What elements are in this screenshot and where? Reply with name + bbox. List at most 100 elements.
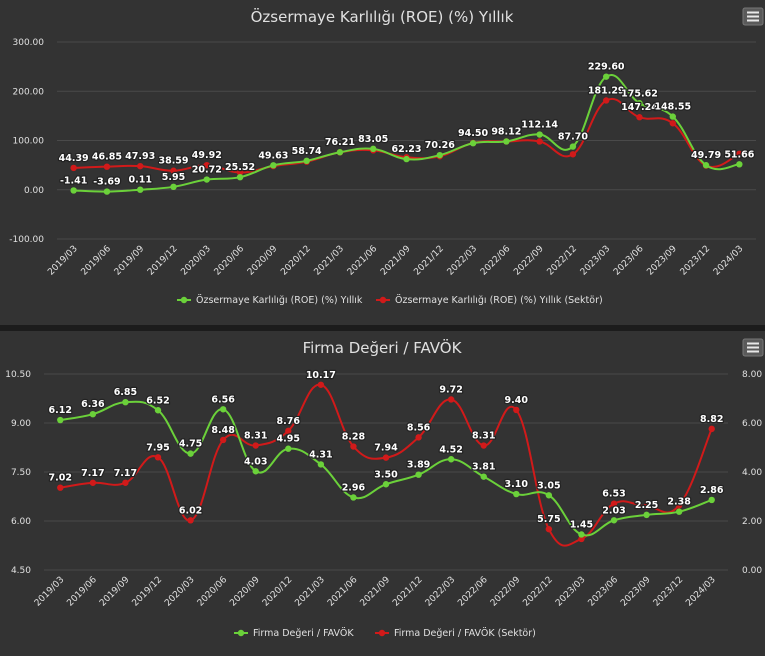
x-tick-label: 2021/12 (412, 244, 446, 278)
data-point (317, 461, 325, 468)
data-point (603, 73, 610, 80)
data-point (137, 162, 144, 170)
legend-item[interactable]: Firma Değeri / FAVÖK (234, 628, 354, 639)
x-tick-label: 2020/06 (196, 575, 230, 609)
data-label: 47.93 (125, 151, 155, 162)
y-tick-label: 4.50 (11, 566, 31, 576)
x-tick-label: 2023/12 (679, 244, 713, 278)
data-label: 6.36 (81, 399, 105, 410)
data-label: 175.62 (621, 88, 658, 99)
x-tick-label: 2022/06 (456, 575, 490, 609)
x-tick-label: 2022/03 (424, 575, 458, 609)
data-point (436, 151, 443, 159)
data-point (536, 138, 543, 145)
data-point (578, 531, 585, 538)
data-label: 87.70 (558, 132, 588, 143)
data-label: 38.59 (158, 156, 188, 167)
data-label: 98.12 (491, 126, 521, 137)
data-point (252, 442, 259, 449)
x-tick-label: 2021/09 (379, 244, 413, 278)
legend-item[interactable]: Firma Değeri / FAVÖK (Sektör) (375, 628, 536, 639)
data-point (236, 169, 244, 176)
data-label: 62.23 (391, 144, 421, 155)
legend-item[interactable]: Özsermaye Karlılığı (ROE) (%) Yıllık (Se… (376, 295, 603, 306)
data-label: 6.12 (49, 405, 72, 416)
data-label: 7.02 (49, 473, 72, 484)
data-label: 5.95 (162, 172, 185, 183)
data-point (447, 456, 455, 463)
x-tick-label: 2019/12 (146, 244, 180, 278)
data-label: 8.48 (211, 425, 235, 436)
x-tick-label: 2024/03 (712, 244, 746, 278)
legend-item[interactable]: Özsermaye Karlılığı (ROE) (%) Yıllık (177, 295, 363, 306)
x-tick-label: 2020/03 (179, 244, 213, 278)
data-label: 3.50 (374, 469, 398, 480)
data-point (70, 164, 77, 172)
data-label: 4.03 (244, 456, 267, 467)
ev-ebitda-chart: Firma Değeri / FAVÖK 4.50 6.00 7.50 9.00 10.5… (5, 338, 764, 639)
data-label: 7.17 (114, 468, 137, 479)
data-label: 6.02 (179, 505, 202, 516)
data-label: 181.29 (588, 85, 625, 96)
legend-swatch-marker (237, 629, 245, 637)
menu-icon-bar (747, 11, 759, 14)
x-tick-label: 2022/09 (512, 244, 546, 278)
data-label: 9.72 (439, 384, 462, 395)
data-point (708, 496, 715, 504)
x-tick-label: 2020/09 (246, 244, 280, 278)
y-tick-label: 100.00 (13, 137, 45, 147)
data-label: 8.31 (472, 431, 495, 442)
chart-title: Özsermaye Karlılığı (ROE) (%) Yıllık (251, 7, 514, 26)
y-right-tick-label: 8.00 (742, 370, 762, 380)
x-tick-label: 2021/12 (391, 575, 425, 609)
x-tick-label: 2023/03 (579, 244, 613, 278)
data-point (569, 143, 577, 150)
data-point (219, 436, 227, 444)
data-point (187, 450, 194, 457)
data-point (675, 502, 683, 509)
y-tick-label: 200.00 (13, 87, 45, 97)
x-tick-label: 2019/12 (131, 575, 165, 609)
hamburger-menu-icon[interactable] (742, 338, 764, 357)
data-point (469, 140, 477, 147)
data-point (285, 445, 292, 452)
x-tick-label: 2023/09 (645, 244, 679, 278)
data-label: 8.56 (407, 422, 431, 433)
data-point (545, 525, 553, 533)
data-label: 9.40 (505, 395, 529, 406)
legend-swatch-marker (180, 296, 188, 304)
data-label: 49.63 (258, 150, 288, 161)
legend-label: Firma Değeri / FAVÖK (Sektör) (394, 628, 536, 639)
data-label: 147.24 (621, 102, 658, 113)
data-point (122, 479, 129, 486)
legend: Firma Değeri / FAVÖK Firma Değeri / FAVÖK… (234, 628, 536, 639)
hamburger-menu-icon[interactable] (742, 7, 764, 26)
x-tick-label: 2021/03 (313, 244, 347, 278)
data-label: 6.52 (146, 395, 169, 406)
data-label: 6.53 (602, 489, 625, 500)
data-point (447, 396, 455, 403)
data-label: 58.74 (292, 146, 322, 157)
data-point (103, 163, 111, 170)
data-point (317, 381, 325, 388)
data-label: 76.21 (325, 137, 355, 148)
data-point (503, 138, 510, 145)
data-point (513, 406, 520, 414)
data-label: 6.85 (114, 387, 137, 398)
data-point (643, 503, 650, 510)
legend-label: Firma Değeri / FAVÖK (253, 628, 354, 639)
data-point (154, 454, 162, 461)
data-label: 7.95 (146, 442, 169, 453)
x-tick-label: 2020/12 (279, 244, 313, 278)
data-label: 2.38 (667, 497, 691, 508)
data-label: 8.28 (342, 432, 366, 443)
data-point (103, 188, 111, 195)
data-point (610, 517, 618, 524)
x-tick-label: 2019/09 (98, 575, 132, 609)
legend: Özsermaye Karlılığı (ROE) (%) Yıllık Özse… (177, 295, 603, 306)
data-point (415, 471, 422, 478)
data-label: 4.52 (439, 444, 462, 455)
ev-ebitda-chart-panel: Firma Değeri / FAVÖK 4.50 6.00 7.50 9.00 10.5… (0, 331, 765, 656)
legend-label: Özsermaye Karlılığı (ROE) (%) Yıllık (Se… (395, 295, 603, 306)
x-tick-label: 2019/06 (80, 244, 114, 278)
